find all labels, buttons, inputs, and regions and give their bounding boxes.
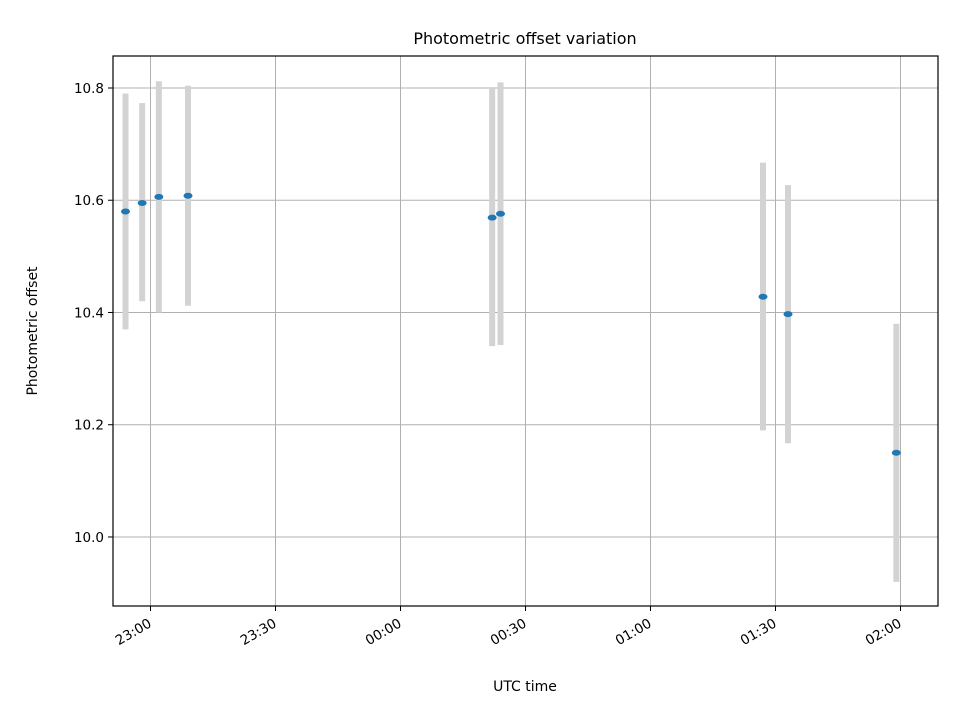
x-tick-label: 00:00 [363, 616, 405, 649]
y-tick-label: 10.6 [74, 193, 104, 209]
x-tick-label: 00:30 [488, 616, 530, 649]
data-point [154, 193, 164, 200]
data-point [891, 449, 901, 456]
data-point [487, 214, 497, 221]
y-tick-label: 10.8 [74, 81, 104, 97]
data-point [496, 210, 505, 217]
x-tick-label: 23:00 [113, 616, 155, 649]
y-axis-label: Photometric offset [25, 266, 41, 396]
y-tick-label: 10.4 [74, 305, 104, 321]
data-point [183, 192, 193, 199]
data-point [137, 200, 147, 207]
x-axis: 23:00 23:30 00:00 00:30 01:00 01:30 02:00 [113, 606, 905, 649]
chart-title: Photometric offset variation [413, 29, 636, 48]
grid [113, 56, 938, 606]
data-point [783, 311, 793, 318]
y-tick-label: 10.2 [74, 418, 104, 434]
data-point [758, 293, 768, 300]
data-point [121, 208, 130, 215]
x-axis-label: UTC time [493, 679, 557, 695]
y-tick-label: 10.0 [74, 530, 104, 546]
error-bars [122, 81, 900, 582]
x-tick-label: 01:30 [738, 616, 780, 649]
x-tick-label: 23:30 [238, 616, 280, 649]
y-axis: 10.0 10.2 10.4 10.6 10.8 [74, 81, 113, 546]
x-tick-label: 01:00 [613, 616, 655, 649]
x-tick-label: 02:00 [863, 616, 905, 649]
data-points [121, 192, 901, 456]
